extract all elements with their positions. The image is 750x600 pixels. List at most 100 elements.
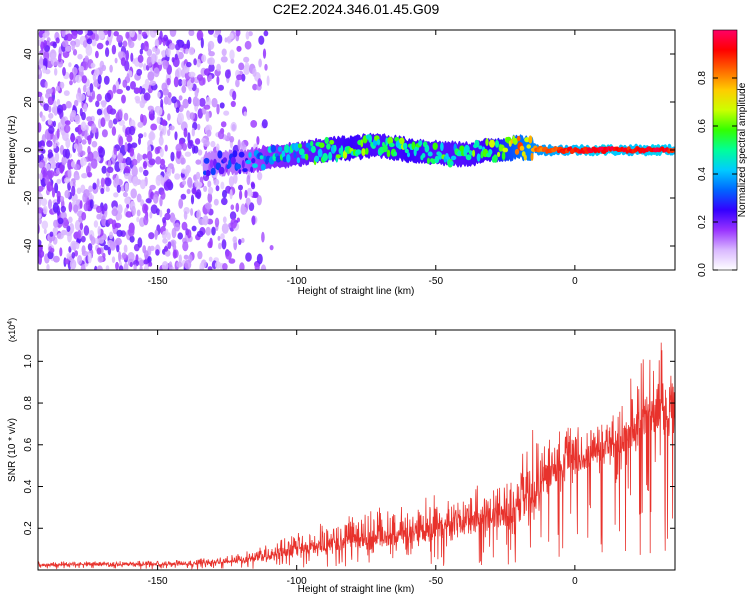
noise-blob [160, 98, 164, 107]
noise-blob [141, 87, 146, 95]
noise-blob [180, 193, 187, 200]
ridge-point [399, 137, 405, 145]
ridge-point [519, 145, 525, 151]
noise-blob [216, 103, 220, 115]
noise-blob [137, 32, 142, 41]
noise-blob [260, 264, 267, 270]
ridge-point [450, 161, 454, 166]
noise-blob [56, 128, 60, 139]
noise-blob [197, 108, 203, 119]
noise-blob [152, 194, 159, 204]
noise-blob [178, 198, 184, 209]
noise-blob [203, 139, 210, 147]
noise-blob [139, 48, 143, 55]
snr-x-label: Height of straight line (km) [298, 584, 415, 595]
noise-blob [189, 112, 195, 120]
noise-blob [130, 188, 137, 199]
colorbar-tick-label: 0.4 [697, 167, 708, 181]
ridge-point [440, 142, 444, 152]
noise-blob [124, 197, 130, 205]
snr-series-line [38, 342, 675, 570]
noise-blob [138, 133, 144, 139]
noise-blob [107, 246, 112, 256]
ridge-point [245, 159, 252, 165]
ridge-point [310, 140, 314, 147]
noise-blob [59, 247, 63, 257]
noise-blob [162, 231, 167, 240]
noise-blob [142, 160, 148, 170]
noise-blob [46, 140, 53, 148]
noise-blob [91, 90, 96, 100]
noise-blob [38, 239, 42, 247]
noise-blob [150, 123, 158, 131]
y-tick-label: -40 [23, 238, 34, 253]
noise-blob [40, 198, 48, 207]
noise-blob [149, 80, 157, 86]
noise-blob [139, 265, 143, 270]
ridge-point [474, 139, 480, 148]
noise-blob [56, 178, 62, 184]
noise-blob [79, 222, 84, 231]
noise-blob [197, 250, 203, 260]
noise-blob [184, 49, 189, 55]
noise-blob [75, 241, 80, 250]
noise-blob [196, 209, 202, 221]
noise-blob [125, 50, 129, 61]
noise-blob [77, 30, 83, 35]
noise-blob [226, 132, 231, 139]
noise-blob [143, 259, 149, 265]
ridge-point [528, 135, 533, 144]
ridge-point [411, 141, 416, 150]
noise-blob [193, 145, 199, 154]
noise-blob [96, 42, 104, 50]
ridge-point [418, 140, 423, 147]
noise-blob [86, 116, 93, 122]
noise-blob [97, 30, 105, 40]
noise-blob [91, 38, 97, 47]
noise-blob [239, 190, 243, 200]
ridge-point [407, 152, 410, 158]
noise-blob [53, 61, 58, 67]
noise-blob [133, 264, 137, 270]
ridge-point [203, 170, 207, 176]
y-tick-label: 0.6 [23, 437, 34, 451]
ridge-point [516, 135, 521, 142]
noise-blob [154, 38, 160, 48]
ridge-point [530, 152, 534, 161]
noise-blob [183, 211, 188, 220]
noise-blob [104, 92, 112, 103]
noise-blob [81, 211, 87, 221]
noise-blob [187, 229, 192, 239]
noise-blob [118, 136, 124, 147]
noise-blob [244, 62, 250, 71]
noise-blob [166, 97, 172, 106]
ridge-point [333, 144, 337, 152]
snr-y-label: SNR (10 * v/v) [7, 418, 18, 482]
noise-blob [162, 217, 166, 224]
noise-blob [49, 170, 55, 178]
noise-blob [131, 158, 138, 166]
noise-blob [49, 231, 54, 237]
ridge-point [488, 149, 493, 155]
noise-blob [250, 120, 258, 128]
noise-blob [199, 262, 205, 270]
noise-blob [83, 225, 90, 236]
noise-blob [229, 49, 235, 61]
noise-blob [94, 265, 98, 270]
noise-blob [245, 197, 251, 206]
noise-blob [208, 256, 213, 262]
noise-blob [163, 246, 169, 252]
noise-blob [56, 190, 61, 200]
ridge-point [217, 150, 223, 159]
noise-blob [96, 178, 100, 188]
noise-blob [111, 44, 117, 55]
noise-blob [137, 237, 143, 248]
ridge-point [248, 152, 252, 158]
ridge-point [361, 148, 366, 157]
noise-blob [106, 166, 114, 173]
noise-blob [81, 75, 88, 84]
noise-blob [217, 84, 224, 91]
noise-blob [43, 228, 47, 235]
noise-blob [69, 80, 73, 86]
noise-blob [112, 84, 117, 94]
